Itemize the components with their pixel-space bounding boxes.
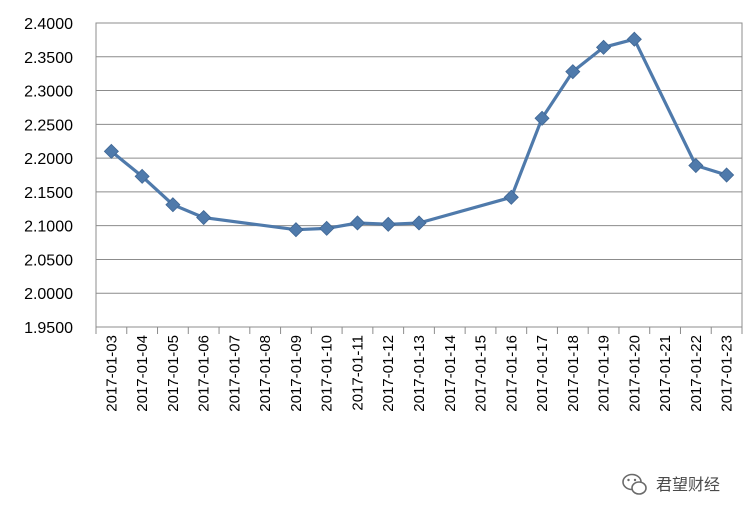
data-point — [134, 168, 150, 184]
x-tick-label: 2017-01-14 — [442, 335, 459, 412]
y-tick-label: 2.4000 — [24, 16, 73, 33]
x-tick-label: 2017-01-12 — [380, 335, 397, 412]
watermark: 君望财经 — [622, 473, 720, 495]
data-point — [103, 143, 119, 159]
x-tick-label: 2017-01-11 — [349, 335, 366, 411]
data-point — [719, 167, 735, 183]
x-tick-label: 2017-01-15 — [473, 335, 490, 412]
x-tick-label: 2017-01-18 — [565, 335, 582, 412]
y-tick-label: 2.2500 — [24, 117, 73, 134]
x-tick-label: 2017-01-07 — [226, 335, 243, 412]
wechat-icon — [622, 473, 647, 495]
y-tick-label: 2.3500 — [24, 50, 73, 67]
x-tick-label: 2017-01-17 — [534, 335, 551, 412]
data-point — [380, 216, 396, 232]
axes — [95, 22, 743, 334]
y-tick-label: 2.1000 — [24, 219, 73, 236]
x-tick-label: 2017-01-20 — [626, 335, 643, 412]
y-axis-ticks: 2.4000 2.3500 2.3000 2.2500 2.2000 2.1500 2.10… — [24, 16, 73, 337]
data-point — [411, 215, 427, 231]
data-point — [319, 220, 335, 236]
x-tick-label: 2017-01-13 — [411, 335, 428, 412]
data-point — [503, 189, 519, 205]
data-point — [534, 110, 550, 126]
x-tick-label: 2017-01-21 — [657, 335, 674, 412]
x-tick-label: 2017-01-22 — [688, 335, 705, 412]
y-tick-label: 2.0000 — [24, 286, 73, 303]
x-tick-label: 2017-01-10 — [319, 335, 336, 412]
x-tick-label: 2017-01-05 — [165, 335, 182, 412]
x-axis-ticks: 2017-01-03 2017-01-04 2017-01-05 2017-01-06… — [103, 335, 735, 412]
x-tick-label: 2017-01-19 — [596, 335, 613, 412]
data-point — [688, 157, 704, 174]
y-tick-label: 2.0500 — [24, 252, 73, 269]
x-tick-label: 2017-01-06 — [196, 335, 213, 412]
x-tick-label: 2017-01-04 — [134, 335, 151, 412]
x-tick-label: 2017-01-03 — [103, 335, 120, 412]
gridlines — [96, 56, 742, 294]
x-tick-label: 2017-01-09 — [288, 335, 305, 412]
x-tick-label: 2017-01-08 — [257, 335, 274, 412]
x-tick-label: 2017-01-16 — [503, 335, 520, 412]
series-group — [103, 31, 735, 238]
data-point — [288, 222, 304, 238]
data-point — [349, 215, 366, 231]
data-point — [626, 31, 642, 47]
y-tick-label: 2.3000 — [24, 84, 73, 101]
data-point — [565, 64, 581, 80]
y-tick-label: 2.2000 — [24, 151, 73, 168]
x-tick-label: 2017-01-23 — [719, 335, 736, 412]
series-line — [110, 37, 728, 232]
plot-frame — [95, 22, 743, 328]
y-tick-label: 2.1500 — [24, 185, 73, 202]
data-point — [596, 39, 612, 55]
watermark-text: 君望财经 — [656, 475, 720, 494]
y-tick-label: 1.9500 — [24, 320, 73, 337]
data-point — [165, 197, 181, 213]
data-point — [196, 209, 212, 226]
